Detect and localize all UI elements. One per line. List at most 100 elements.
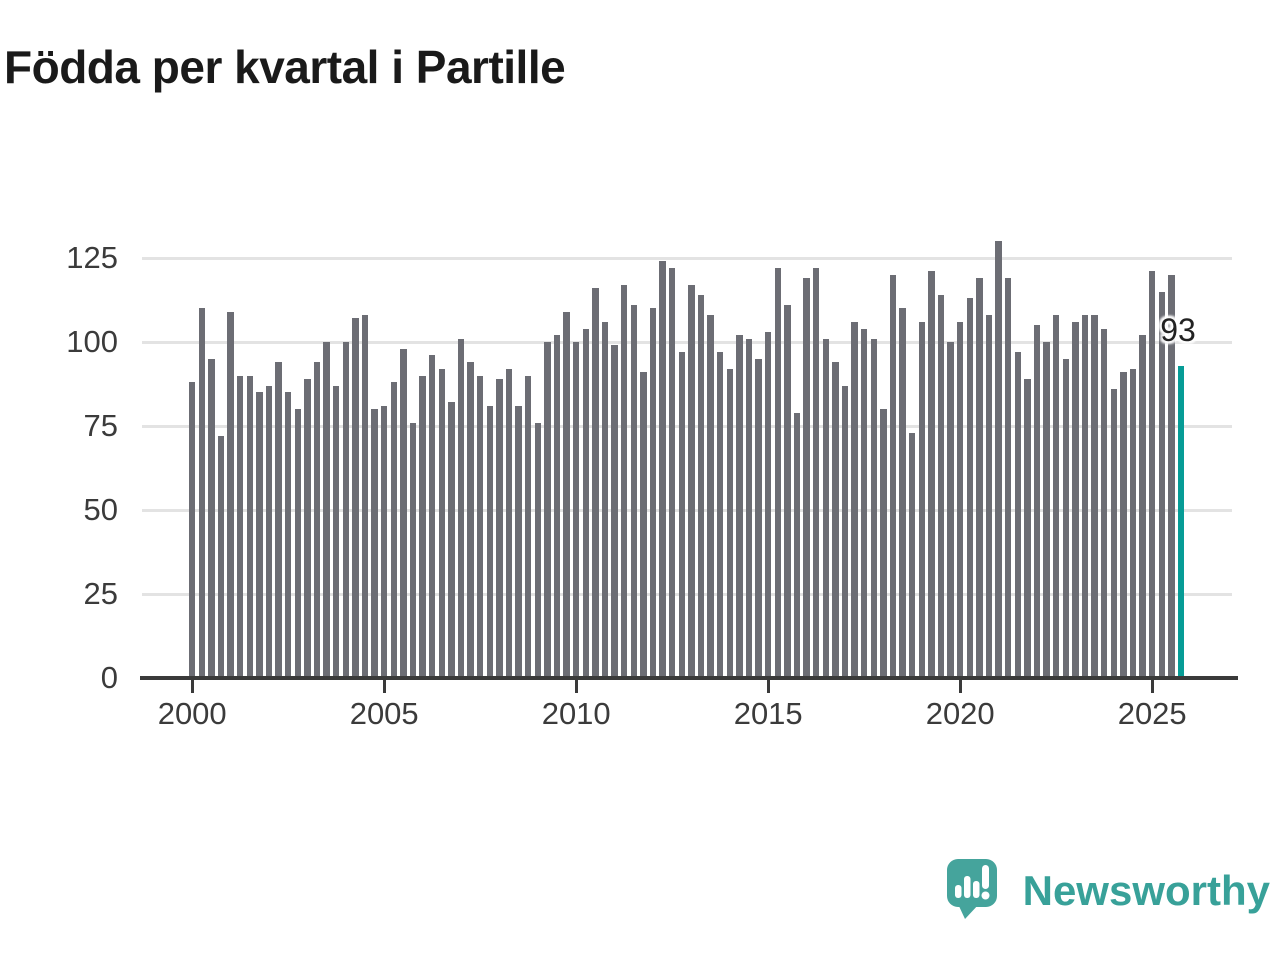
- bar: [342, 342, 349, 678]
- bar: [285, 392, 292, 678]
- bar: [669, 268, 676, 678]
- bar: [784, 305, 791, 678]
- bar: [707, 315, 714, 678]
- x-axis-tick-2000: [190, 680, 194, 693]
- x-axis-label-2025: 2025: [1117, 696, 1187, 731]
- bar: [1053, 315, 1060, 678]
- y-axis-label-125: 125: [66, 240, 118, 275]
- bar: [957, 321, 964, 678]
- bar: [1072, 321, 1079, 678]
- bar: [237, 375, 244, 678]
- x-axis-label-2020: 2020: [925, 696, 995, 731]
- bar: [582, 328, 589, 678]
- bar: [448, 402, 455, 678]
- x-axis-tick-2025: [1150, 680, 1154, 693]
- bar: [736, 335, 743, 678]
- bar: [256, 392, 263, 678]
- bar: [304, 378, 311, 678]
- bar: [1024, 378, 1031, 678]
- bar: [889, 274, 897, 678]
- bar-highlighted: [1177, 365, 1185, 678]
- bar: [755, 358, 762, 678]
- bar: [1139, 335, 1146, 678]
- bar: [189, 382, 196, 678]
- bar: [457, 338, 465, 678]
- bar: [1014, 352, 1021, 678]
- bar: [381, 405, 388, 678]
- bar: [400, 348, 407, 678]
- bar: [1101, 328, 1108, 678]
- bar: [937, 294, 945, 678]
- bar: [525, 375, 532, 678]
- bar: [601, 321, 609, 678]
- bar: [928, 271, 935, 678]
- x-axis-tick-2015: [766, 680, 770, 693]
- bar: [985, 315, 993, 678]
- bar: [573, 342, 580, 678]
- highlight-value-label: 93: [1160, 312, 1196, 348]
- bar: [611, 345, 618, 678]
- bar: [1033, 325, 1041, 678]
- x-axis-label-2010: 2010: [541, 696, 611, 731]
- bar: [909, 432, 916, 678]
- gridline-y-75: [142, 424, 1232, 428]
- bar: [793, 412, 801, 678]
- gridline-y-50: [142, 508, 1232, 512]
- bar: [870, 338, 877, 678]
- bar: [323, 342, 330, 678]
- bar: [544, 342, 551, 678]
- newsworthy-logo-icon: [943, 856, 1001, 925]
- y-axis-label-100: 100: [66, 324, 118, 359]
- bar: [1158, 291, 1165, 678]
- bar: [486, 405, 493, 678]
- bar: [841, 385, 849, 678]
- bar: [976, 278, 983, 678]
- y-axis-label-50: 50: [83, 492, 118, 527]
- bar: [438, 368, 445, 678]
- bar: [1149, 271, 1156, 678]
- bar: [429, 355, 436, 678]
- bar: [361, 315, 369, 678]
- bar: [880, 409, 887, 678]
- bar: [467, 362, 474, 678]
- bar: [765, 331, 772, 678]
- bar: [1168, 274, 1175, 678]
- bar: [553, 335, 561, 678]
- bar: [621, 284, 628, 678]
- bar: [649, 308, 657, 678]
- brand-logo: Newsworthy: [943, 856, 1270, 925]
- gridline-y-100: [142, 340, 1232, 344]
- bar: [265, 385, 273, 678]
- bar: [745, 338, 753, 678]
- x-axis-label-2005: 2005: [349, 696, 419, 731]
- bar: [1129, 368, 1137, 678]
- bar: [803, 278, 810, 678]
- bar: [630, 305, 637, 678]
- bar: [688, 284, 695, 678]
- bar: [208, 358, 215, 678]
- bar: [333, 385, 340, 678]
- bar: [217, 436, 225, 678]
- bar: [640, 372, 647, 678]
- bar: [409, 422, 417, 678]
- bar: [918, 321, 925, 678]
- bar: [275, 362, 282, 678]
- bar: [1110, 389, 1117, 678]
- brand-name: Newsworthy: [1022, 866, 1270, 914]
- chart-title: Födda per kvartal i Partille: [4, 41, 566, 93]
- bar: [390, 382, 397, 678]
- bar: [1062, 358, 1069, 678]
- bar: [592, 288, 599, 678]
- bar: [313, 362, 321, 678]
- x-axis-tick-2020: [958, 680, 962, 693]
- bar: [1005, 278, 1012, 678]
- bar: [947, 342, 954, 678]
- bar: [515, 405, 522, 678]
- gridline-y-125: [142, 256, 1232, 260]
- x-axis-tick-2005: [382, 680, 386, 693]
- bar: [294, 409, 301, 678]
- bar: [726, 368, 733, 678]
- bar: [966, 298, 973, 678]
- bar: [227, 311, 234, 678]
- gridline-y-25: [142, 592, 1232, 596]
